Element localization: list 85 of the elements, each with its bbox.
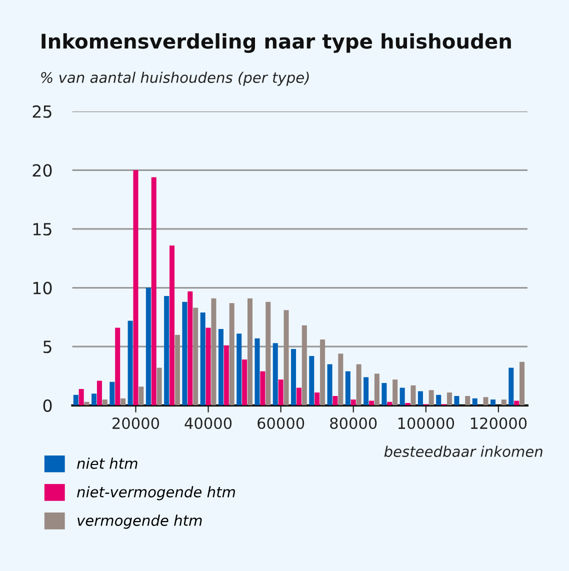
bar xyxy=(418,391,423,406)
bar xyxy=(338,354,344,406)
bar xyxy=(164,296,170,406)
y-tick-label: 10 xyxy=(33,282,52,294)
y-tick-label: 25 xyxy=(32,105,52,118)
bar xyxy=(193,308,198,406)
bar xyxy=(364,377,369,406)
bar xyxy=(465,396,470,406)
bar xyxy=(446,392,452,406)
bar xyxy=(92,394,97,406)
bar xyxy=(472,398,478,406)
bar xyxy=(392,380,398,406)
bar xyxy=(332,396,338,406)
x-axis-title: besteedbaar inkomen xyxy=(384,446,542,458)
y-tick-label: 0 xyxy=(43,399,52,412)
bar xyxy=(436,394,442,406)
bar xyxy=(96,380,102,406)
bar xyxy=(309,356,314,406)
legend-label: vermogende htm xyxy=(78,514,202,529)
legend-label: niet-vermogende htm xyxy=(77,486,235,500)
bar xyxy=(520,362,525,406)
bar xyxy=(272,343,278,406)
bar xyxy=(224,345,229,406)
x-tick-label: 40000 xyxy=(184,417,232,430)
bar xyxy=(454,396,460,406)
bar xyxy=(218,328,224,406)
bar xyxy=(247,298,252,406)
x-tick-label: 80000 xyxy=(330,417,377,430)
bar xyxy=(115,328,120,406)
bar xyxy=(102,400,108,406)
bar xyxy=(200,312,206,406)
bar xyxy=(266,302,271,406)
chart-title: Inkomensverdeling naar type huishouden xyxy=(42,33,511,53)
bar xyxy=(382,383,387,406)
bar xyxy=(151,177,156,406)
bar xyxy=(229,303,234,406)
bar xyxy=(514,400,520,406)
bar xyxy=(314,392,320,406)
bar xyxy=(206,328,211,406)
bar xyxy=(483,397,488,406)
bar xyxy=(291,348,296,406)
bar xyxy=(236,334,242,406)
bar xyxy=(400,388,405,406)
bar xyxy=(242,360,248,406)
bar xyxy=(174,334,180,406)
y-tick-label: 20 xyxy=(32,164,52,177)
bar xyxy=(356,364,362,406)
bar xyxy=(501,400,506,406)
bar xyxy=(345,371,350,406)
bar xyxy=(120,398,126,406)
bar xyxy=(78,388,84,406)
bar xyxy=(211,298,216,406)
x-tick-label: 20000 xyxy=(112,417,160,430)
bar xyxy=(133,170,138,406)
bar xyxy=(410,385,416,406)
legend-label: niet htm xyxy=(77,458,138,469)
bar xyxy=(156,368,162,406)
bar xyxy=(508,368,514,406)
y-axis-title: % van aantal huishoudens (per type) xyxy=(41,72,309,86)
bar xyxy=(296,388,302,406)
bar xyxy=(490,400,496,406)
y-tick-label: 15 xyxy=(33,223,52,236)
bar xyxy=(327,364,332,406)
bar xyxy=(278,380,284,406)
bar xyxy=(284,310,289,406)
bar xyxy=(428,390,434,406)
bar xyxy=(368,400,374,406)
bar xyxy=(254,338,260,406)
bar xyxy=(374,374,380,406)
bar xyxy=(128,320,133,406)
bar xyxy=(188,291,193,406)
bar xyxy=(350,400,356,406)
bar xyxy=(73,394,78,406)
bar xyxy=(110,382,115,406)
bar xyxy=(320,340,326,406)
x-tick-label: 60000 xyxy=(258,417,304,430)
bar xyxy=(138,386,144,406)
x-tick-label: 120000 xyxy=(470,417,527,430)
bar xyxy=(170,245,175,406)
bar xyxy=(182,302,188,406)
x-tick-label: 100000 xyxy=(398,417,454,430)
bar xyxy=(146,288,151,406)
bar xyxy=(302,325,307,406)
y-tick-label: 5 xyxy=(44,340,52,354)
bar xyxy=(260,371,266,406)
